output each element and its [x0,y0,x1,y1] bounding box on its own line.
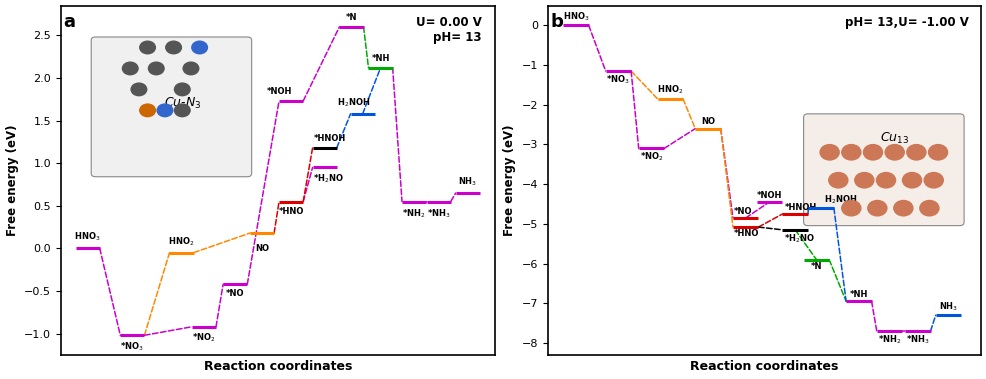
Text: pH= 13,U= -1.00 V: pH= 13,U= -1.00 V [844,16,967,29]
Text: *NO$_2$: *NO$_2$ [192,332,216,345]
Text: *NH$_2$: *NH$_2$ [877,334,900,346]
Text: a: a [63,13,75,31]
Text: *H$_2$NO: *H$_2$NO [784,232,814,245]
Circle shape [884,145,903,160]
Text: HNO$_2$: HNO$_2$ [169,235,194,247]
Circle shape [901,172,921,188]
Circle shape [828,172,847,188]
Text: *HNO: *HNO [734,229,758,238]
Circle shape [854,172,873,188]
Circle shape [919,200,938,216]
Text: *NH$_3$: *NH$_3$ [427,207,450,220]
Text: HNO$_3$: HNO$_3$ [562,11,589,23]
Y-axis label: Free energy (eV): Free energy (eV) [503,124,516,236]
Text: *HNOH: *HNOH [314,134,345,143]
Text: NO: NO [254,244,269,253]
Text: Cu$_{13}$: Cu$_{13}$ [880,131,908,146]
Text: *N: *N [810,262,821,271]
X-axis label: Reaction coordinates: Reaction coordinates [203,360,352,373]
Text: *HNO: *HNO [278,207,304,216]
Text: *H$_2$NO: *H$_2$NO [314,172,344,185]
Text: *NO: *NO [734,207,751,216]
Circle shape [183,62,198,75]
Circle shape [867,200,886,216]
Circle shape [923,172,943,188]
Circle shape [140,41,155,54]
Circle shape [928,145,947,160]
Circle shape [876,172,894,188]
Text: *NH: *NH [371,54,389,63]
Circle shape [122,62,138,75]
Text: HNO$_3$: HNO$_3$ [74,231,101,243]
Circle shape [191,41,207,54]
X-axis label: Reaction coordinates: Reaction coordinates [689,360,838,373]
Text: *NO: *NO [226,289,245,298]
Y-axis label: Free energy (eV): Free energy (eV) [6,124,19,236]
Text: U= 0.00 V
pH= 13: U= 0.00 V pH= 13 [415,16,481,44]
Circle shape [841,145,860,160]
Circle shape [140,104,155,117]
Text: NH$_3$: NH$_3$ [458,175,477,188]
Circle shape [863,145,881,160]
Circle shape [893,200,912,216]
Text: *NO$_3$: *NO$_3$ [605,74,630,86]
Text: HNO$_2$: HNO$_2$ [657,84,682,97]
Text: *NO$_3$: *NO$_3$ [120,340,144,353]
Circle shape [819,145,838,160]
Circle shape [166,41,181,54]
Text: *HNOH: *HNOH [784,203,815,211]
Text: H$_2$NOH: H$_2$NOH [336,96,370,109]
Text: *NH$_3$: *NH$_3$ [905,334,929,346]
Text: NH$_3$: NH$_3$ [938,300,957,313]
Circle shape [148,62,164,75]
Text: *N: *N [345,13,357,22]
FancyBboxPatch shape [91,37,251,177]
Text: *NOH: *NOH [756,191,781,200]
Circle shape [131,83,147,96]
Text: *NO$_2$: *NO$_2$ [639,151,663,163]
FancyBboxPatch shape [803,114,963,226]
Text: *NOH: *NOH [267,87,292,96]
Text: H$_2$NOH: H$_2$NOH [822,193,856,206]
Text: NO: NO [700,117,714,126]
Circle shape [157,104,173,117]
Circle shape [841,200,860,216]
Circle shape [175,83,190,96]
Text: *NH: *NH [849,290,867,299]
Text: Cu-N$_3$: Cu-N$_3$ [164,96,201,111]
Text: *NH$_2$: *NH$_2$ [402,207,425,220]
Circle shape [175,104,190,117]
Circle shape [906,145,925,160]
Text: b: b [549,13,562,31]
